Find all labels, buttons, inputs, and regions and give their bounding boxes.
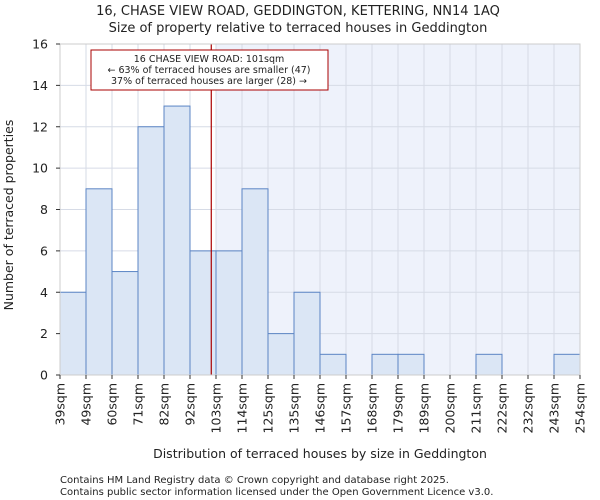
- annotation-line-1: 16 CHASE VIEW ROAD: 101sqm: [134, 54, 284, 65]
- x-tick-label: 254sqm: [573, 383, 588, 433]
- x-tick-label: 222sqm: [495, 383, 510, 433]
- x-tick-label: 125sqm: [261, 383, 276, 433]
- bar-71sqm: [137, 126, 165, 376]
- x-axis-ticks: 39sqm 49sqm 60sqm 71sqm 82sqm 92sqm 103sqm 114s…: [53, 375, 588, 433]
- annotation-box-frame: [90, 49, 329, 91]
- y-tick-label: 16: [32, 37, 48, 52]
- y-tick-label: 12: [32, 119, 48, 134]
- x-tick-label: 114sqm: [235, 383, 250, 433]
- x-tick-label: 179sqm: [391, 383, 406, 433]
- x-tick-label: 71sqm: [131, 383, 146, 426]
- bar-168sqm: [371, 353, 399, 376]
- annotation-line-2: ← 63% of terraced houses are smaller (47…: [107, 65, 310, 76]
- x-axis-label: Distribution of terraced houses by size …: [153, 446, 487, 461]
- chart-subtitle: Size of property relative to terraced ho…: [109, 21, 488, 36]
- annotation-line-3: 37% of terraced houses are larger (28) →: [111, 76, 307, 87]
- x-tick-label: 103sqm: [209, 383, 224, 433]
- y-tick-label: 4: [40, 285, 48, 300]
- x-tick-label: 39sqm: [53, 383, 68, 426]
- footer-line-1: Contains HM Land Registry data © Crown c…: [60, 475, 449, 486]
- chart-title: 16, CHASE VIEW ROAD, GEDDINGTON, KETTERI…: [96, 4, 500, 19]
- bar-114sqm: [241, 188, 269, 376]
- y-axis-ticks: 0 2 4 6 8 10 12 14 16: [32, 37, 60, 383]
- x-tick-label: 92sqm: [183, 383, 198, 426]
- bar-135sqm: [293, 291, 321, 376]
- y-tick-label: 0: [40, 368, 48, 383]
- x-tick-label: 189sqm: [417, 383, 432, 433]
- bar-60sqm: [111, 271, 139, 376]
- x-tick-label: 168sqm: [365, 383, 380, 433]
- x-tick-label: 211sqm: [469, 383, 484, 433]
- bar-243sqm: [553, 353, 581, 376]
- y-tick-label: 6: [40, 243, 48, 258]
- bar-146sqm: [319, 353, 347, 376]
- bar-125sqm: [267, 333, 295, 376]
- bar-179sqm: [397, 353, 425, 376]
- x-tick-label: 49sqm: [79, 383, 94, 426]
- bar-92sqm: [189, 250, 217, 376]
- y-tick-label: 14: [32, 78, 48, 93]
- x-tick-label: 232sqm: [521, 383, 536, 433]
- bar-211sqm: [475, 353, 503, 376]
- x-tick-label: 82sqm: [157, 383, 172, 426]
- x-tick-label: 200sqm: [443, 383, 458, 433]
- x-tick-label: 146sqm: [313, 383, 328, 433]
- bar-49sqm: [85, 188, 113, 376]
- annotation-box: 16 CHASE VIEW ROAD: 101sqm ← 63% of terr…: [90, 49, 329, 91]
- bar-103sqm: [215, 250, 243, 376]
- y-axis-label: Number of terraced properties: [1, 120, 16, 311]
- y-tick-label: 10: [32, 161, 48, 176]
- x-tick-label: 60sqm: [105, 383, 120, 426]
- bars: [59, 105, 581, 376]
- x-tick-label: 243sqm: [547, 383, 562, 433]
- footer-line-2: Contains public sector information licen…: [60, 487, 493, 498]
- y-tick-label: 8: [40, 202, 48, 217]
- bar-82sqm: [163, 105, 191, 376]
- x-tick-label: 157sqm: [339, 383, 354, 433]
- y-tick-label: 2: [40, 326, 48, 341]
- bar-39sqm: [59, 291, 87, 376]
- x-tick-label: 135sqm: [287, 383, 302, 433]
